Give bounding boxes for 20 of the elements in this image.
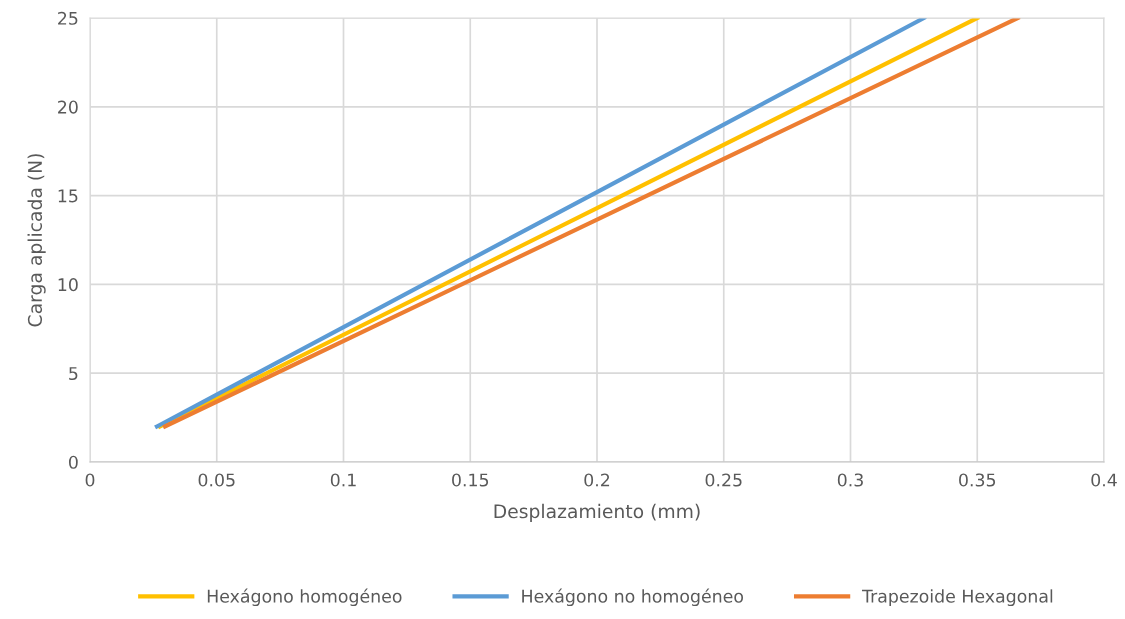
y-tick-label: 15 [58, 189, 78, 203]
x-tick-label: 0.35 [959, 473, 996, 487]
x-tick-label: 0.3 [837, 473, 863, 487]
x-tick-label: 0.1 [330, 473, 356, 487]
x-axis-title: Desplazamiento (mm) [494, 503, 700, 522]
y-tick-label: 10 [58, 278, 78, 292]
legend-label: Trapezoide Hexagonal [861, 589, 1053, 607]
x-tick-label: 0.15 [452, 473, 489, 487]
legend-label: Hexágono no homogéneo [522, 588, 744, 607]
x-tick-label: 0.4 [1091, 473, 1117, 487]
legend-label: Hexágono homogéneo [207, 588, 402, 607]
x-tick-label: 0.25 [705, 473, 742, 487]
y-tick-label: 5 [69, 367, 78, 381]
x-tick-label: 0 [85, 473, 95, 487]
x-tick-label: 0.05 [198, 473, 235, 487]
y-tick-label: 20 [58, 100, 78, 114]
y-tick-label: 25 [58, 11, 78, 25]
x-tick-label: 0.2 [584, 473, 610, 487]
y-tick-label: 0 [68, 455, 78, 469]
y-axis-title: Carga aplicada (N) [27, 154, 46, 327]
